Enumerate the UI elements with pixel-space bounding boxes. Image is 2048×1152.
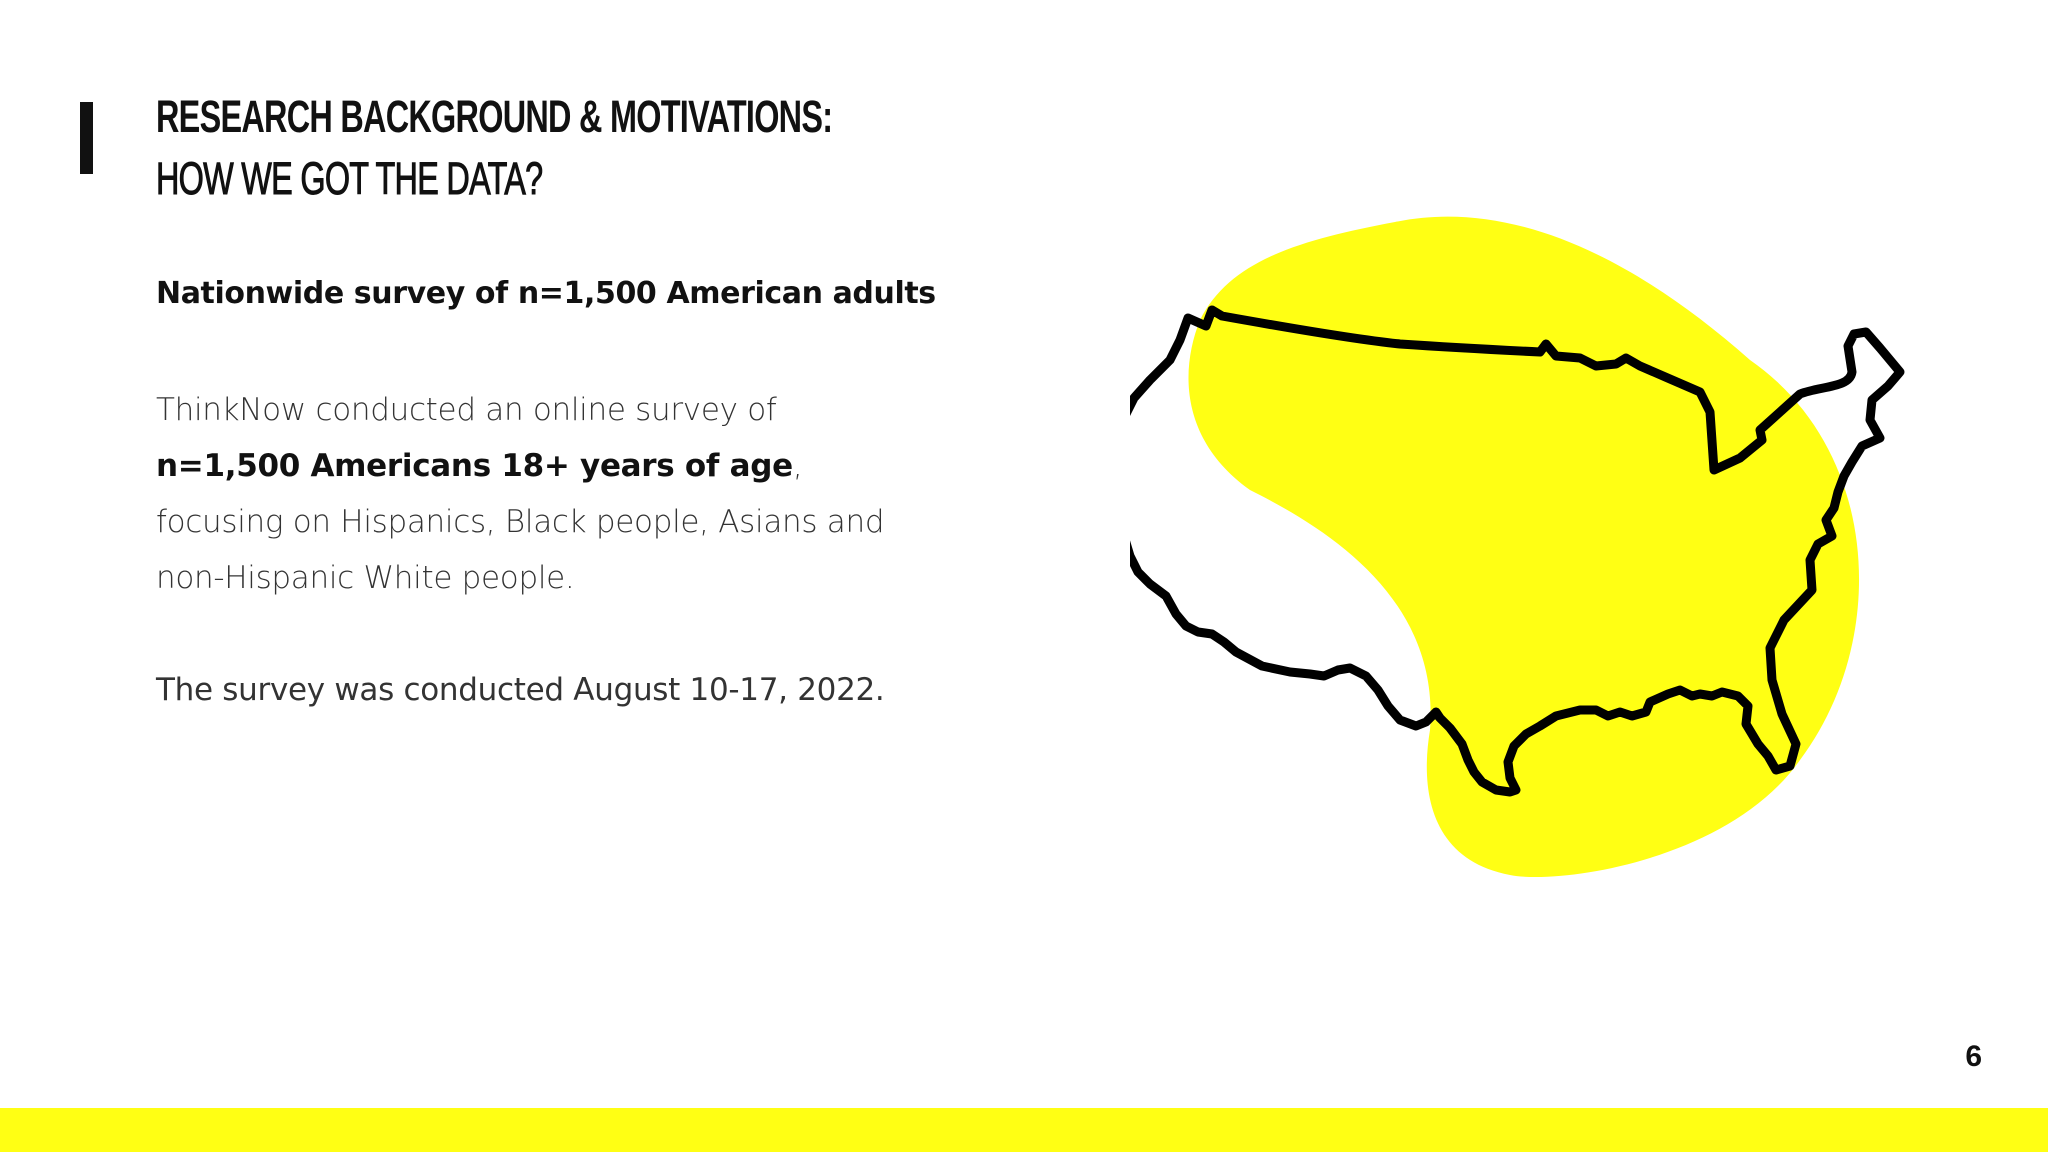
survey-description-rest: , focusing on Hispanics, Black people, A…: [156, 448, 885, 596]
slide-title-line-2: HOW WE GOT THE DATA?: [156, 153, 544, 205]
survey-dates: The survey was conducted August 10-17, 2…: [156, 672, 885, 708]
heading-accent-bar: [80, 102, 93, 174]
survey-description-intro: ThinkNow conducted an online survey of: [156, 392, 777, 428]
survey-description: ThinkNow conducted an online survey of n…: [156, 382, 916, 606]
yellow-blob: [1188, 216, 1860, 878]
footer-accent-band: [0, 1108, 2048, 1152]
usa-map-outline-icon: [1107, 216, 1905, 878]
illustration: [1107, 200, 1930, 900]
survey-sample-emphasis: n=1,500 Americans 18+ years of age: [156, 448, 793, 484]
survey-summary-heading: Nationwide survey of n=1,500 American ad…: [156, 276, 936, 311]
page-number: 6: [1965, 1040, 1982, 1073]
slide-title-line-1: RESEARCH BACKGROUND & MOTIVATIONS:: [156, 91, 833, 142]
slide-title: RESEARCH BACKGROUND & MOTIVATIONS: HOW W…: [156, 86, 833, 210]
